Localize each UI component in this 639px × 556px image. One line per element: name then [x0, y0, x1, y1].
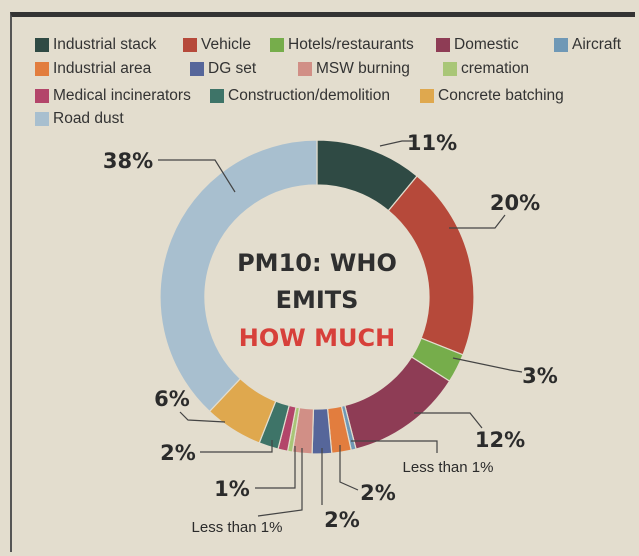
legend-label: Industrial area — [53, 60, 152, 77]
legend-item: Industrial area — [35, 60, 151, 78]
legend-swatch — [35, 112, 49, 126]
leader-line — [179, 411, 226, 423]
leader-line — [351, 440, 438, 453]
chart-legend: Industrial stack Vehicle Hotels/restaurant… — [0, 0, 639, 130]
legend-item: Construction/demolition — [210, 87, 390, 105]
legend-label: Medical incinerators — [53, 87, 191, 104]
legend-label: Industrial stack — [53, 36, 157, 53]
legend-item: cremation — [443, 60, 529, 78]
legend-swatch — [183, 38, 197, 52]
data-label: 1% — [214, 477, 250, 501]
data-label: 11% — [407, 131, 457, 155]
leader-line — [452, 357, 523, 373]
legend-swatch — [298, 62, 312, 76]
chart-title-line2: EMITS — [276, 286, 359, 314]
legend-swatch — [35, 38, 49, 52]
leader-line — [379, 140, 415, 147]
data-label: 6% — [154, 387, 190, 411]
legend-item: MSW burning — [298, 60, 410, 78]
legend-swatch — [35, 89, 49, 103]
data-label: 3% — [522, 364, 558, 388]
legend-item: Aircraft — [554, 36, 621, 54]
legend-label: cremation — [461, 60, 530, 77]
donut-slice — [387, 175, 475, 356]
legend-label: Hotels/restaurants — [288, 36, 414, 53]
data-label: 38% — [103, 149, 153, 173]
legend-item: Road dust — [35, 110, 124, 128]
leader-line — [414, 412, 483, 429]
legend-item: Medical incinerators — [35, 87, 191, 105]
data-label: 2% — [360, 481, 396, 505]
leader-line — [257, 448, 303, 517]
leader-line — [449, 214, 506, 229]
donut-slice — [344, 356, 451, 450]
data-label: 12% — [475, 428, 525, 452]
legend-label: DG set — [208, 60, 257, 77]
legend-item: Vehicle — [183, 36, 251, 54]
legend-swatch — [436, 38, 450, 52]
leader-line — [200, 440, 273, 453]
legend-label: Vehicle — [201, 36, 251, 53]
legend-swatch — [443, 62, 457, 76]
legend-label: Road dust — [53, 110, 124, 127]
legend-swatch — [190, 62, 204, 76]
data-label: 20% — [490, 191, 540, 215]
legend-item: Hotels/restaurants — [270, 36, 414, 54]
legend-item: Concrete batching — [420, 87, 564, 105]
legend-swatch — [210, 89, 224, 103]
data-label: 2% — [324, 508, 360, 532]
chart-title-line3: HOW MUCH — [239, 324, 395, 352]
chart-title-line1: PM10: WHO — [237, 249, 397, 277]
legend-item: Industrial stack — [35, 36, 156, 54]
leader-line — [339, 445, 359, 491]
legend-label: Construction/demolition — [228, 87, 390, 104]
donut-slice — [159, 139, 318, 413]
legend-label: Concrete batching — [438, 87, 564, 104]
data-label: 2% — [160, 441, 196, 465]
leader-line — [158, 159, 236, 193]
legend-swatch — [554, 38, 568, 52]
legend-label: MSW burning — [316, 60, 410, 77]
legend-swatch — [420, 89, 434, 103]
legend-label: Domestic — [454, 36, 519, 53]
data-label: Less than 1% — [192, 519, 283, 536]
legend-swatch — [270, 38, 284, 52]
legend-swatch — [35, 62, 49, 76]
chart-frame — [10, 12, 635, 552]
leader-line — [255, 446, 296, 489]
data-label: Less than 1% — [403, 459, 494, 476]
legend-item: Domestic — [436, 36, 519, 54]
legend-label: Aircraft — [572, 36, 622, 53]
legend-item: DG set — [190, 60, 256, 78]
